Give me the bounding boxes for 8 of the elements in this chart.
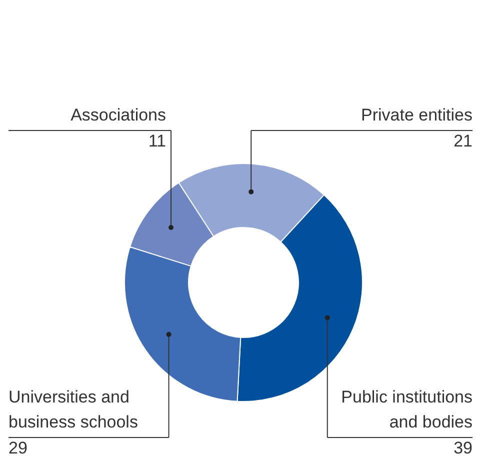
data-label: 11 bbox=[148, 132, 166, 150]
slice-label: Universities and business schools bbox=[8, 388, 138, 432]
slice-label: Associations bbox=[70, 106, 166, 124]
slice-label: Private entities bbox=[361, 106, 473, 124]
data-label: 39 bbox=[454, 438, 473, 458]
data-label: 21 bbox=[454, 132, 473, 150]
slice-label: Public institutions and bodies bbox=[341, 388, 473, 432]
data-label: 29 bbox=[8, 438, 28, 458]
